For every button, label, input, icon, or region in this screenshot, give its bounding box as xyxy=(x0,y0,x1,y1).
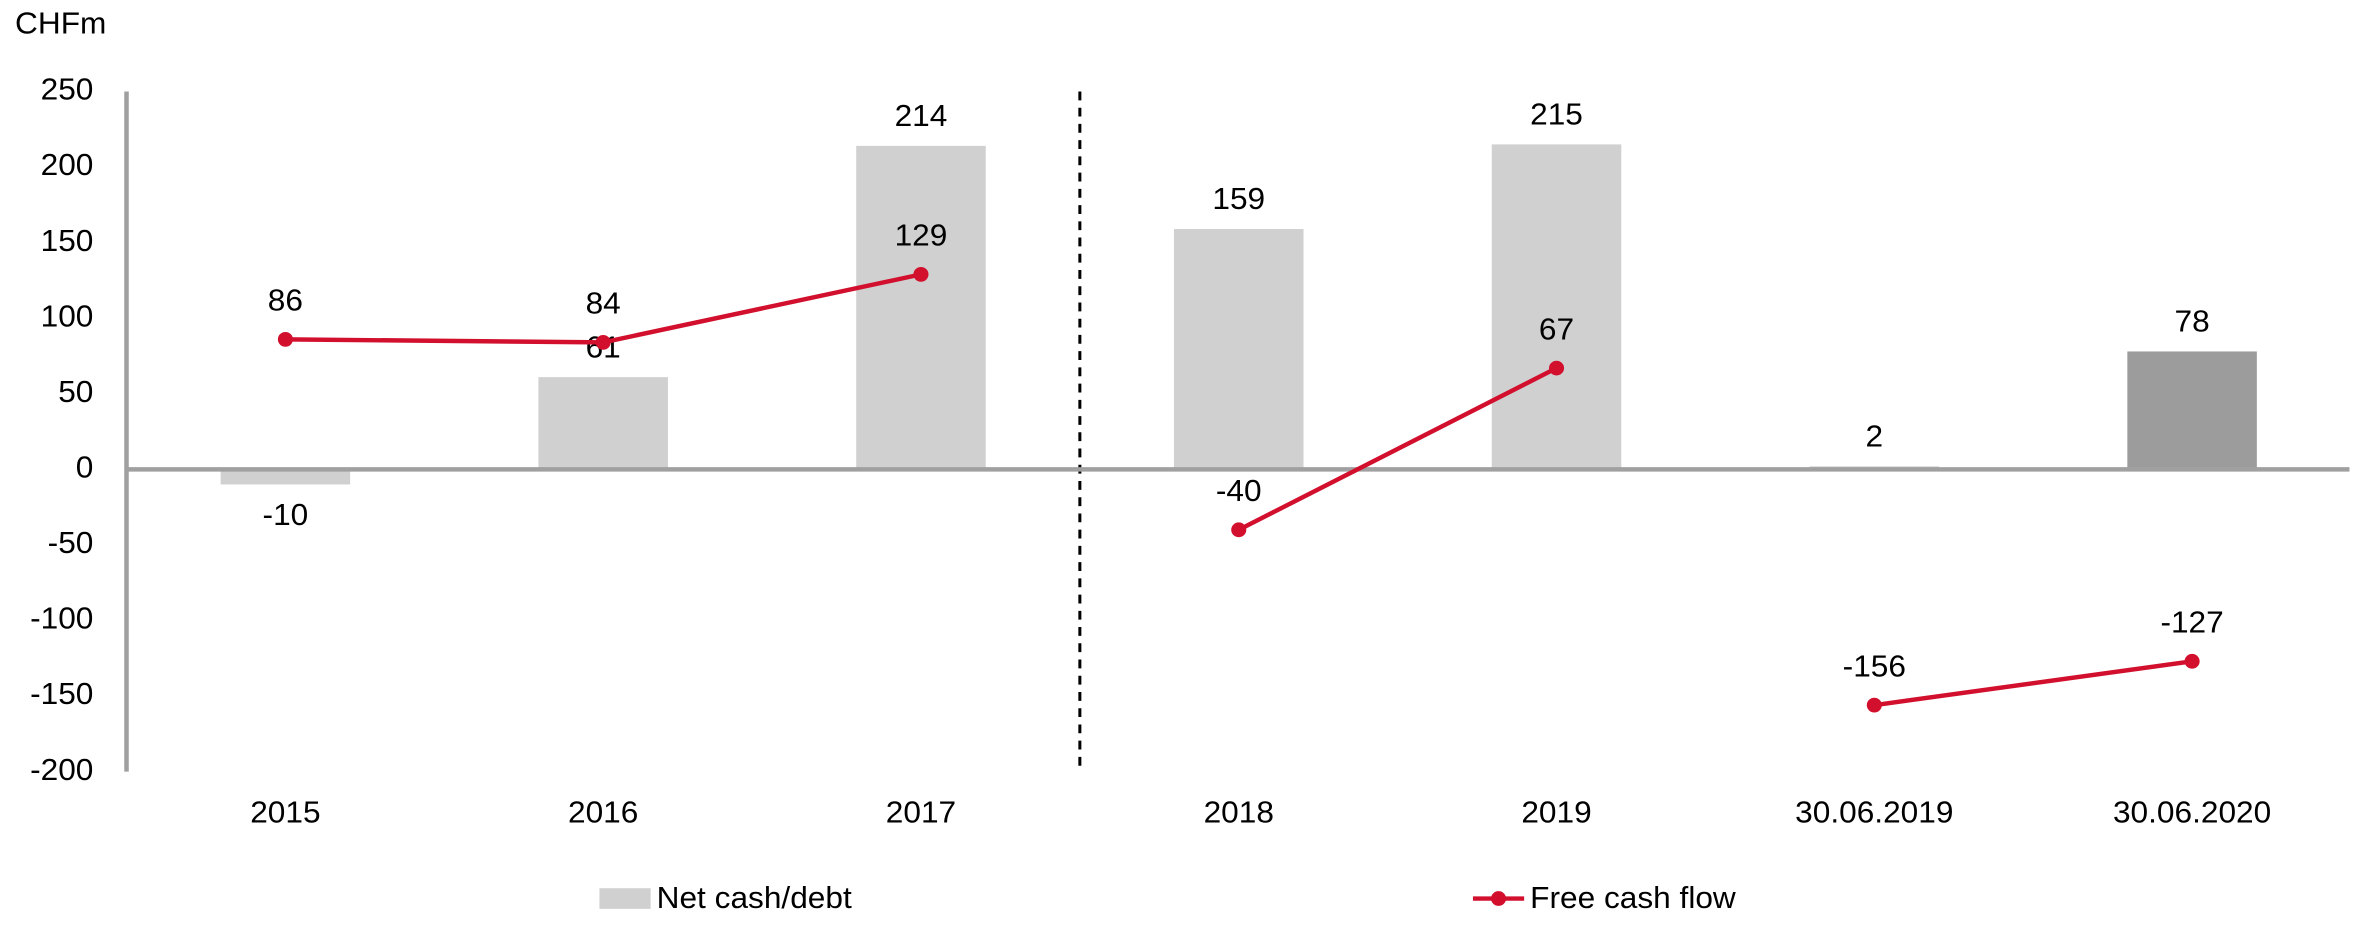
line xyxy=(1237,366,1558,532)
legend-swatch xyxy=(599,888,651,909)
data-label: 67 xyxy=(1539,312,1574,347)
data-label: -10 xyxy=(263,497,309,532)
legend-label: Free cash flow xyxy=(1530,880,1736,915)
data-label: 2 xyxy=(1866,419,1884,454)
bar xyxy=(2127,351,2257,470)
y-unit-label: CHFm xyxy=(15,6,106,41)
x-tick-label: 2015 xyxy=(250,795,320,830)
y-tick-label: 50 xyxy=(58,374,93,409)
y-tick-label: 150 xyxy=(41,223,94,258)
bar xyxy=(856,145,986,470)
legend-label: Net cash/debt xyxy=(657,880,852,915)
y-tick-label: -200 xyxy=(30,752,93,787)
line-point xyxy=(2184,653,2200,669)
data-label: -40 xyxy=(1216,473,1262,508)
data-label: 159 xyxy=(1212,181,1265,216)
x-tick-label: 2016 xyxy=(568,795,638,830)
y-tick-label: -50 xyxy=(48,525,94,560)
y-tick-label: 100 xyxy=(41,299,94,334)
data-label: 86 xyxy=(268,283,303,318)
line-point xyxy=(1549,360,1565,376)
bar xyxy=(220,469,351,485)
bar xyxy=(1173,229,1304,470)
y-tick-label: 250 xyxy=(41,72,94,107)
data-label: -127 xyxy=(2160,605,2223,640)
x-tick-label: 2019 xyxy=(1521,795,1591,830)
x-tick-label: 2018 xyxy=(1204,795,1274,830)
data-label: 215 xyxy=(1530,97,1583,132)
data-label: 84 xyxy=(586,286,621,321)
data-label: -156 xyxy=(1843,649,1906,684)
bar xyxy=(538,377,668,470)
line-point xyxy=(1866,697,1882,713)
y-tick-label: 200 xyxy=(41,148,94,183)
data-label: 129 xyxy=(895,218,948,253)
y-tick-label: 0 xyxy=(76,450,94,485)
line-point xyxy=(277,331,293,347)
bar xyxy=(1491,144,1622,470)
line-point xyxy=(1231,522,1247,538)
line xyxy=(1873,659,2193,708)
line-point xyxy=(913,266,929,282)
y-tick-label: -150 xyxy=(30,677,93,712)
line-point xyxy=(595,335,611,350)
y-tick-label: -100 xyxy=(30,601,93,636)
x-tick-label: 30.06.2020 xyxy=(2113,795,2271,830)
x-tick-label: 2017 xyxy=(886,795,956,830)
x-tick-label: 30.06.2019 xyxy=(1795,795,1953,830)
legend-swatch xyxy=(1491,891,1507,906)
data-label: 78 xyxy=(2175,304,2210,339)
data-label: 214 xyxy=(895,98,948,133)
